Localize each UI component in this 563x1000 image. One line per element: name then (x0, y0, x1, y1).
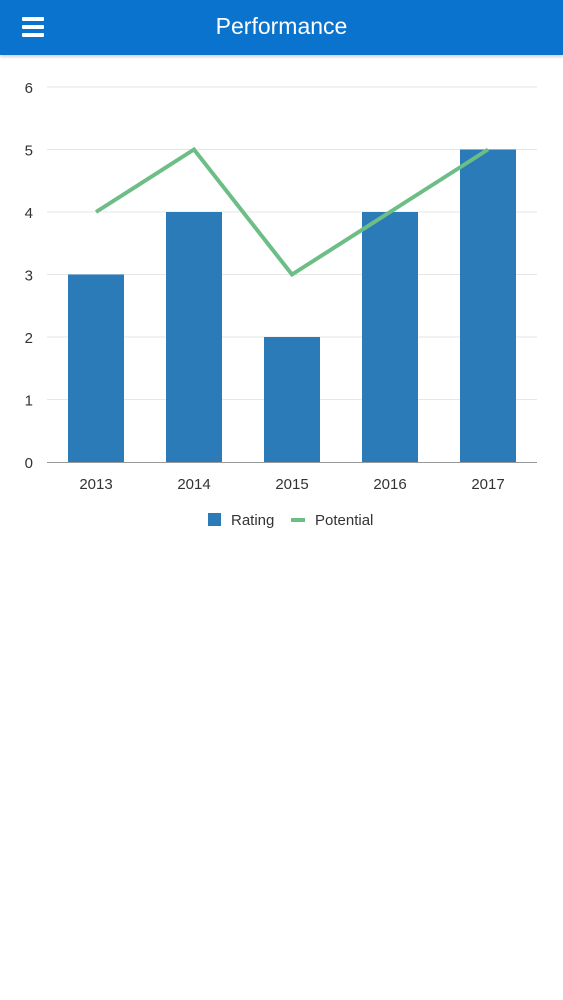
x-tick-label: 2014 (177, 476, 210, 493)
y-tick-label: 1 (25, 393, 33, 410)
bar-rating-2016[interactable] (362, 212, 418, 462)
bar-rating-2013[interactable] (68, 274, 124, 463)
app-header: Performance (0, 0, 563, 55)
y-tick-label: 4 (25, 205, 33, 222)
bar-rating-2015[interactable] (264, 337, 320, 462)
legend-rating-label: Rating (231, 512, 274, 529)
x-tick-label: 2015 (275, 476, 308, 493)
y-tick-label: 2 (25, 330, 33, 347)
hamburger-menu-icon (22, 33, 44, 37)
y-tick-label: 0 (25, 455, 33, 472)
performance-chart: 0 1 2 3 4 5 6 2013 2014 2015 2016 2017 Rating Potenti… (25, 80, 537, 529)
y-tick-label: 5 (25, 143, 33, 160)
menu-button[interactable] (12, 12, 44, 42)
legend-potential-label: Potential (315, 512, 373, 529)
y-tick-label: 3 (25, 268, 33, 285)
bar-rating-2017[interactable] (460, 149, 516, 463)
x-tick-label: 2016 (373, 476, 406, 493)
x-tick-label: 2017 (471, 476, 504, 493)
y-tick-label: 6 (25, 80, 33, 97)
x-tick-label: 2013 (79, 476, 112, 493)
page-title: Performance (215, 13, 348, 39)
legend-rating-swatch (208, 513, 221, 526)
bar-rating-2014[interactable] (166, 212, 222, 462)
line-potential[interactable] (94, 146, 490, 278)
hamburger-menu-icon (22, 25, 44, 29)
hamburger-menu-icon (22, 17, 44, 21)
